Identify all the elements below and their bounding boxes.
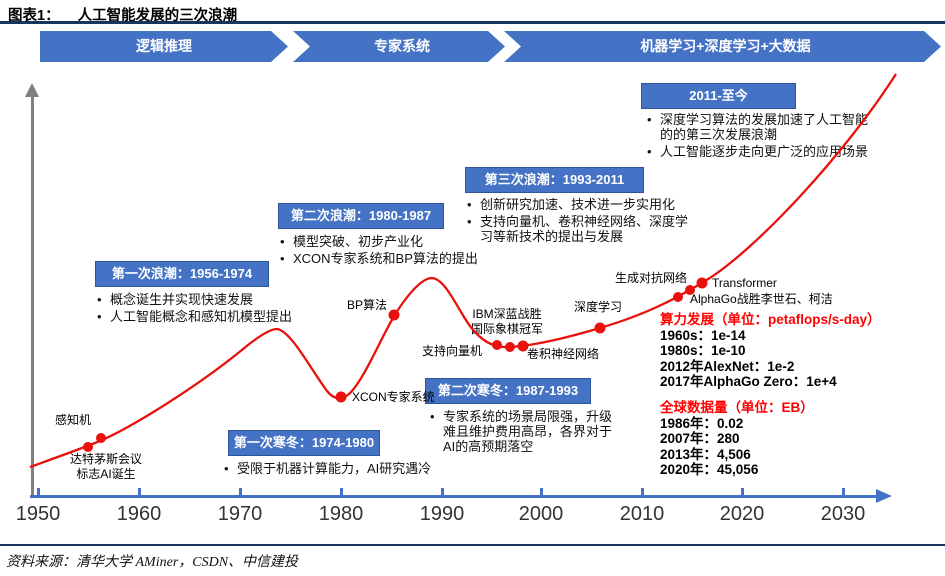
x-tick: [340, 488, 343, 496]
bullet-item: 人工智能概念和感知机模型提出: [95, 309, 327, 324]
x-tick: [239, 488, 242, 496]
dot-gan: [673, 292, 683, 302]
figure-title: 图表1： 人工智能发展的三次浪潮: [8, 4, 237, 25]
stat-line: 2020年：45,056: [660, 462, 759, 478]
label-dartmouth: 达特茅斯会议 标志AI诞生: [69, 452, 142, 481]
label-cnn: 卷积神经网络: [527, 347, 600, 361]
x-tick: [641, 488, 644, 496]
stat-line: 1986年：0.02: [660, 415, 744, 431]
dot-xcon: [335, 391, 347, 403]
dot-svm: [492, 340, 502, 350]
y-axis: [31, 96, 34, 497]
bullet-item: 人工智能逐步走向更广泛的应用场景: [645, 144, 873, 159]
x-label-2000: 2000: [518, 503, 564, 525]
winter1-title: 第一次寒冬：1974-1980: [233, 435, 375, 450]
banner-segment-ml: 机器学习+深度学习+大数据: [504, 31, 941, 62]
x-label-2030: 2030: [820, 503, 866, 525]
x-label-1970: 1970: [217, 503, 263, 525]
banner-segment-label: 专家系统: [374, 38, 430, 54]
stat-line: 2013年：4,506: [660, 446, 751, 462]
x-tick: [540, 488, 543, 496]
wave3-bullets: 创新研究加速、技术进一步实用化 支持向量机、卷积神经网络、深度学习等新技术的提出…: [465, 197, 695, 246]
x-label-2020: 2020: [719, 503, 765, 525]
dot-deep-blue: [505, 342, 515, 352]
stat-line: 1960s：1e-14: [660, 327, 746, 343]
banner-segment-logic: 逻辑推理: [40, 31, 288, 62]
winter1-bullets: 受限于机器计算能力，AI研究遇冷: [222, 461, 472, 478]
bullet-item: XCON专家系统和BP算法的提出: [278, 251, 498, 266]
figure-title-text: 人工智能发展的三次浪潮: [77, 8, 238, 24]
wave3-title: 第三次浪潮：1993-2011: [484, 172, 625, 187]
top-rule: [0, 21, 945, 24]
wave4-box: 2011-至今: [641, 83, 796, 109]
wave2-title: 第二次浪潮：1980-1987: [290, 208, 432, 223]
wave1-title: 第一次浪潮：1956-1974: [111, 266, 253, 281]
wave1-bullets: 概念诞生并实现快速发展 人工智能概念和感知机模型提出: [95, 292, 327, 326]
data-volume-stats-title: 全球数据量（单位：EB）: [660, 400, 814, 415]
winter2-bullets: 专家系统的场景局限强，升级难且维护费用高昂，各界对于AI的高预期落空: [428, 409, 616, 456]
banner-segment-expert: 专家系统: [293, 31, 505, 62]
wave4-bullets: 深度学习算法的发展加速了人工智能的的第三次发展浪潮 人工智能逐步走向更广泛的应用…: [645, 112, 873, 161]
compute-stats-title: 算力发展（单位：petaflops/s-day）: [660, 312, 881, 327]
x-tick: [741, 488, 744, 496]
label-transformer: Transformer: [712, 276, 777, 290]
banner-segment-label: 机器学习+深度学习+大数据: [640, 38, 811, 54]
source-note: 资料来源：清华大学 AMiner，CSDN、中信建投: [6, 555, 299, 570]
x-tick: [842, 488, 845, 496]
x-label-1990: 1990: [419, 503, 465, 525]
bullet-item: 专家系统的场景局限强，升级难且维护费用高昂，各界对于AI的高预期落空: [428, 409, 616, 454]
dot-bp: [388, 309, 400, 321]
winter2-box: 第二次寒冬：1987-1993: [425, 378, 591, 404]
stat-line: 2017年AlphaGo Zero：1e+4: [660, 374, 837, 390]
dot-deep-learning: [594, 322, 606, 334]
data-volume-stats: 全球数据量（单位：EB） 1986年：0.02 2007年：280 2013年：…: [660, 400, 945, 478]
x-tick: [441, 488, 444, 496]
label-xcon: XCON专家系统: [352, 390, 435, 404]
wave1-box: 第一次浪潮：1956-1974: [95, 261, 269, 287]
label-gan: 生成对抗网络: [615, 271, 688, 285]
label-perceptron: 感知机: [55, 413, 92, 427]
bullet-item: 概念诞生并实现快速发展: [95, 292, 327, 307]
bullet-item: 创新研究加速、技术进一步实用化: [465, 197, 695, 212]
banner-segment-label: 逻辑推理: [136, 38, 192, 54]
label-bp: BP算法: [347, 298, 388, 312]
wave2-box: 第二次浪潮：1980-1987: [278, 203, 444, 229]
wave3-box: 第三次浪潮：1993-2011: [465, 167, 644, 193]
y-axis-arrow-icon: [25, 83, 39, 97]
x-label-2010: 2010: [619, 503, 665, 525]
figure-label: 图表1：: [8, 8, 60, 24]
x-tick: [37, 488, 40, 496]
winter2-title: 第二次寒冬：1987-1993: [437, 383, 579, 398]
x-label-1980: 1980: [318, 503, 364, 525]
x-tick: [138, 488, 141, 496]
compute-stats: 算力发展（单位：petaflops/s-day） 1960s：1e-14 198…: [660, 312, 945, 390]
dot-dartmouth: [83, 442, 93, 452]
bullet-item: 支持向量机、卷积神经网络、深度学习等新技术的提出与发展: [465, 214, 695, 244]
wave4-title: 2011-至今: [689, 88, 748, 103]
x-axis: [30, 495, 878, 498]
x-axis-arrow-icon: [876, 489, 892, 503]
label-deep-learning: 深度学习: [574, 300, 623, 314]
bullet-item: 深度学习算法的发展加速了人工智能的的第三次发展浪潮: [645, 112, 873, 142]
dot-perceptron: [96, 433, 106, 443]
x-label-1960: 1960: [116, 503, 162, 525]
label-svm: 支持向量机: [422, 344, 483, 358]
label-deep-blue: IBM深蓝战胜 国际象棋冠军: [470, 307, 543, 336]
bottom-rule: [0, 544, 945, 546]
stat-line: 1980s：1e-10: [660, 343, 746, 359]
bullet-item: 受限于机器计算能力，AI研究遇冷: [222, 461, 472, 476]
label-alphago: AlphaGo战胜李世石、柯洁: [690, 292, 833, 306]
x-label-1950: 1950: [15, 503, 61, 525]
stat-line: 2012年AlexNet：1e-2: [660, 358, 795, 374]
era-banner: 逻辑推理 专家系统 机器学习+深度学习+大数据: [40, 31, 935, 62]
dot-transformer: [696, 277, 708, 289]
winter1-box: 第一次寒冬：1974-1980: [228, 430, 380, 456]
stat-line: 2007年：280: [660, 431, 740, 447]
